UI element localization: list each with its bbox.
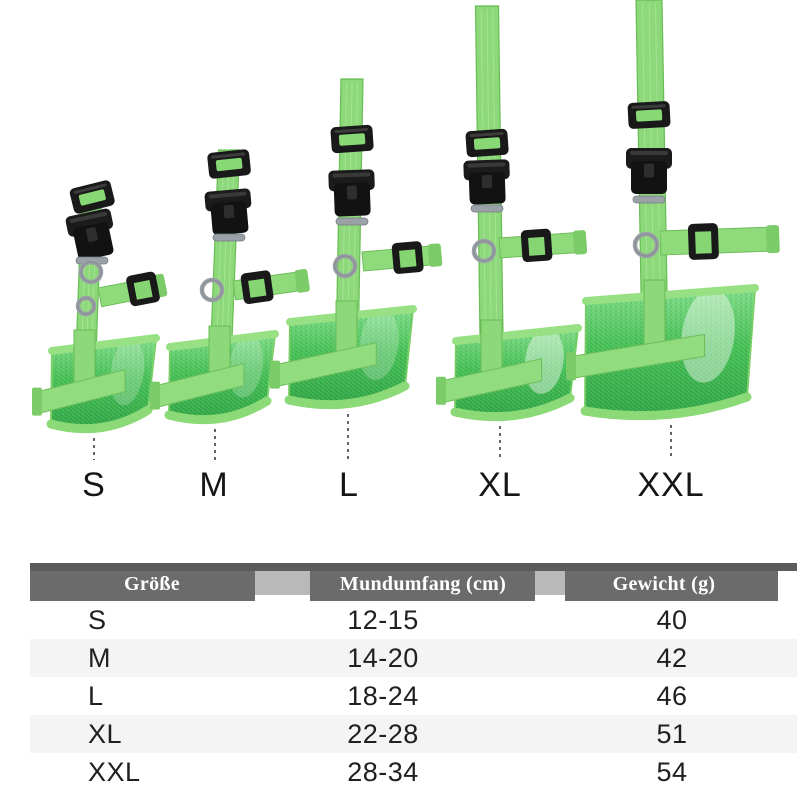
table-row: XXL 28-34 54 <box>30 753 797 791</box>
cell-size: L <box>88 681 104 711</box>
cell-weight: 51 <box>656 719 688 749</box>
cell-size: XXL <box>88 757 141 787</box>
side-adjust-strap <box>97 271 168 308</box>
metal-slide <box>470 204 504 213</box>
cell-circumference: 12-15 <box>347 605 419 635</box>
table-row: M 14-20 42 <box>30 639 797 677</box>
triglide-adjuster <box>69 180 115 214</box>
metal-slide <box>632 195 666 204</box>
side-adjust-strap <box>659 223 780 260</box>
size-label-m: M <box>199 466 229 504</box>
col-header-mundumfang: Mundumfang (cm) <box>339 573 507 595</box>
muzzle-photo-s <box>32 180 168 460</box>
muzzle-photo-xl <box>436 5 588 460</box>
side-adjust-strap <box>232 268 310 304</box>
muzzle-photo-l <box>270 78 443 460</box>
cell-size: XL <box>88 719 123 749</box>
header-top-strip <box>30 563 797 571</box>
metal-slide <box>212 233 246 242</box>
side-release-buckle <box>626 148 672 194</box>
cell-weight: 54 <box>656 757 688 787</box>
header-gap <box>255 571 310 601</box>
triglide-adjuster <box>330 124 374 154</box>
size-table-header: Größe Mundumfang (cm) Gewicht (g) <box>30 563 797 601</box>
side-release-buckle <box>204 188 252 236</box>
muzzle-photo-xxl <box>566 0 780 460</box>
table-row: S 12-15 40 <box>30 601 797 639</box>
side-release-buckle <box>328 169 375 217</box>
size-label-xxl: XXL <box>637 466 705 504</box>
side-adjust-strap <box>498 228 588 263</box>
side-release-buckle <box>463 159 510 205</box>
table-row: L 18-24 46 <box>30 677 797 715</box>
cell-circumference: 18-24 <box>347 681 419 711</box>
cell-circumference: 14-20 <box>347 643 419 673</box>
cell-size: M <box>88 643 111 673</box>
cell-weight: 42 <box>656 643 688 673</box>
cell-size: S <box>88 605 107 635</box>
cell-weight: 40 <box>656 605 688 635</box>
size-label-l: L <box>339 466 359 504</box>
col-header-gewicht: Gewicht (g) <box>612 573 716 595</box>
size-label-xl: XL <box>478 466 522 504</box>
product-photo-muzzles <box>32 0 780 460</box>
size-labels: S M L XL XXL <box>82 466 705 504</box>
table-row: XL 22-28 51 <box>30 715 797 753</box>
cell-weight: 46 <box>656 681 688 711</box>
triglide-adjuster <box>627 101 671 129</box>
triglide-adjuster <box>465 128 509 158</box>
muzzle-photo-m <box>150 149 310 460</box>
cell-circumference: 22-28 <box>347 719 419 749</box>
header-notch <box>778 571 797 601</box>
side-adjust-strap <box>361 241 443 274</box>
metal-slide <box>335 217 369 226</box>
header-gap <box>535 571 565 601</box>
size-table: Größe Mundumfang (cm) Gewicht (g) S 12-1… <box>30 563 797 792</box>
cell-circumference: 28-34 <box>347 757 419 787</box>
size-label-s: S <box>82 466 106 504</box>
col-header-groesse: Größe <box>124 573 180 595</box>
side-release-buckle <box>65 208 114 261</box>
triglide-adjuster <box>207 149 251 179</box>
